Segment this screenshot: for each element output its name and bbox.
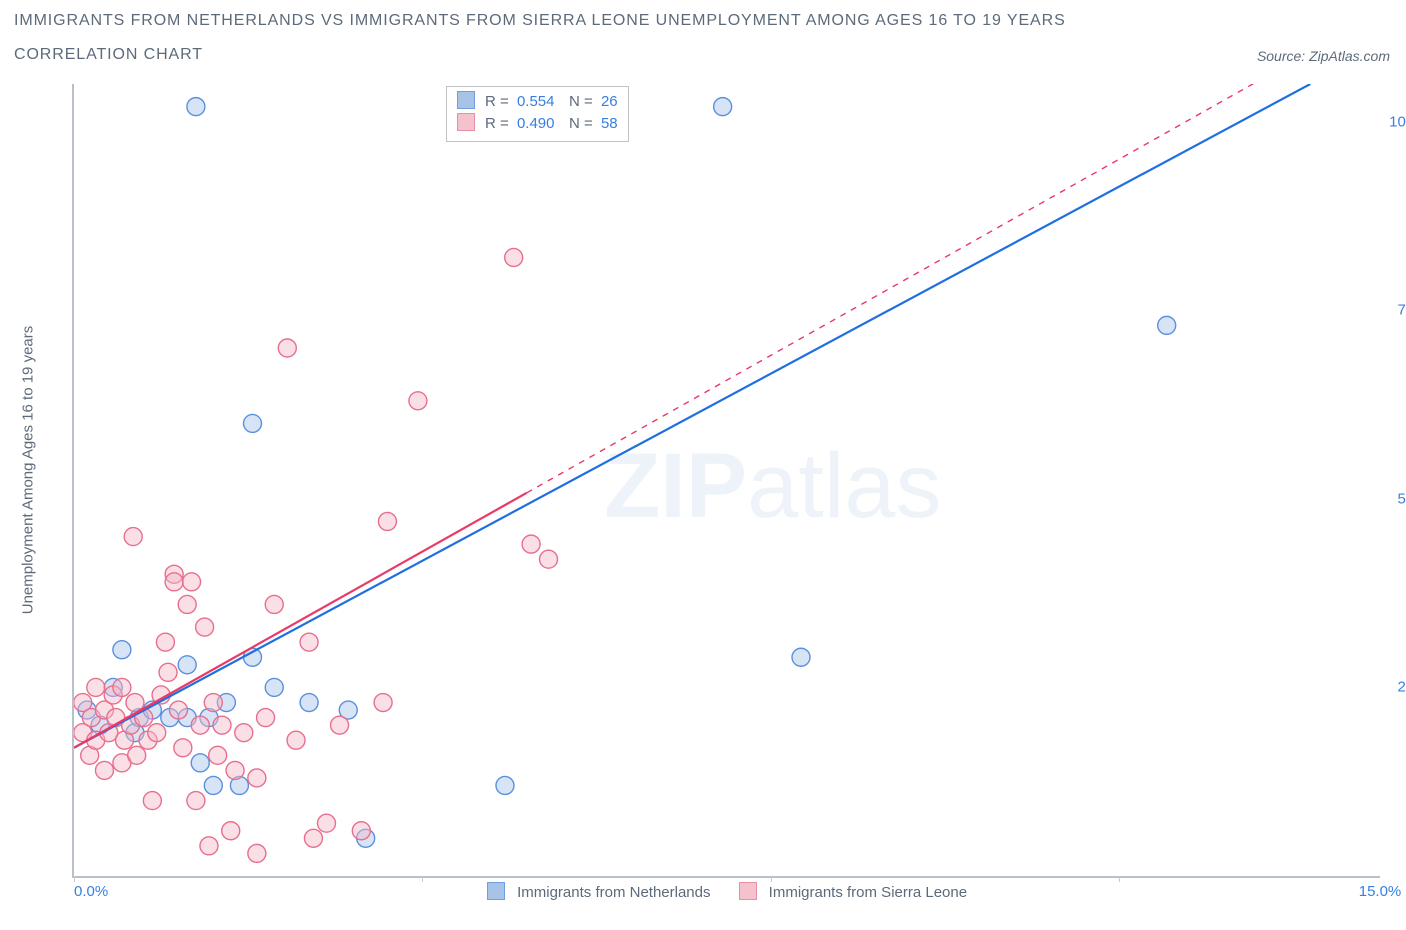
stats-legend: R = 0.554 N = 26R = 0.490 N = 58 xyxy=(446,86,629,142)
point-sierra xyxy=(191,716,209,734)
point-netherlands xyxy=(178,656,196,674)
point-sierra xyxy=(257,709,275,727)
point-netherlands xyxy=(204,776,222,794)
legend-n-value: 26 xyxy=(601,93,618,110)
y-tick-label: 75.0% xyxy=(1397,302,1406,319)
point-sierra xyxy=(374,694,392,712)
point-sierra xyxy=(156,633,174,651)
chart-title-line2: CORRELATION CHART xyxy=(14,46,203,64)
legend-swatch-blue xyxy=(457,91,475,109)
stats-legend-row: R = 0.490 N = 58 xyxy=(457,113,618,135)
point-sierra xyxy=(409,392,427,410)
point-sierra xyxy=(209,746,227,764)
point-sierra xyxy=(248,844,266,862)
point-sierra xyxy=(183,573,201,591)
y-tick-label: 100.0% xyxy=(1389,113,1406,130)
trend-netherlands xyxy=(74,84,1310,748)
point-sierra xyxy=(148,724,166,742)
y-axis-label: Unemployment Among Ages 16 to 19 years xyxy=(20,326,37,615)
point-sierra xyxy=(196,618,214,636)
x-tick-label: 0.0% xyxy=(74,883,108,900)
y-tick-label: 25.0% xyxy=(1397,679,1406,696)
point-sierra xyxy=(540,550,558,568)
point-netherlands xyxy=(191,754,209,772)
y-tick-label: 50.0% xyxy=(1397,490,1406,507)
stats-legend-row: R = 0.554 N = 26 xyxy=(457,91,618,113)
legend-swatch-pink xyxy=(739,882,757,900)
point-netherlands xyxy=(113,641,131,659)
point-sierra xyxy=(248,769,266,787)
point-netherlands xyxy=(792,648,810,666)
point-sierra xyxy=(235,724,253,742)
point-sierra xyxy=(95,761,113,779)
point-netherlands xyxy=(265,678,283,696)
series-legend-item: Immigrants from Netherlands xyxy=(487,882,711,901)
legend-r-value: 0.490 xyxy=(517,115,555,132)
point-sierra xyxy=(143,792,161,810)
x-tick-mark xyxy=(422,876,423,882)
legend-label: N = xyxy=(569,115,593,132)
series-legend-label: Immigrants from Netherlands xyxy=(517,884,710,901)
point-netherlands xyxy=(1158,316,1176,334)
point-netherlands xyxy=(243,414,261,432)
point-sierra xyxy=(113,678,131,696)
point-sierra xyxy=(124,528,142,546)
point-sierra xyxy=(304,829,322,847)
plot-svg xyxy=(74,84,1380,876)
x-tick-label: 15.0% xyxy=(1359,883,1402,900)
legend-label: N = xyxy=(569,93,593,110)
series-legend: Immigrants from Netherlands Immigrants f… xyxy=(74,882,1380,901)
point-sierra xyxy=(204,694,222,712)
point-sierra xyxy=(169,701,187,719)
point-sierra xyxy=(378,512,396,530)
point-netherlands xyxy=(187,98,205,116)
plot-area: ZIPatlas R = 0.554 N = 26R = 0.490 N = 5… xyxy=(72,84,1380,878)
x-tick-mark xyxy=(74,876,75,882)
x-tick-mark xyxy=(771,876,772,882)
point-sierra xyxy=(213,716,231,734)
point-sierra xyxy=(165,573,183,591)
point-netherlands xyxy=(496,776,514,794)
point-sierra xyxy=(222,822,240,840)
page-root: { "title_l1":"IMMIGRANTS FROM NETHERLAND… xyxy=(0,0,1406,930)
point-sierra xyxy=(87,678,105,696)
point-sierra xyxy=(265,595,283,613)
point-sierra xyxy=(522,535,540,553)
point-sierra xyxy=(128,746,146,764)
legend-label: R = xyxy=(485,93,509,110)
x-tick-mark xyxy=(1119,876,1120,882)
legend-swatch-blue xyxy=(487,882,505,900)
source-label: Source: ZipAtlas.com xyxy=(1257,48,1390,64)
point-sierra xyxy=(178,595,196,613)
point-sierra xyxy=(159,663,177,681)
series-legend-label: Immigrants from Sierra Leone xyxy=(769,884,967,901)
point-sierra xyxy=(278,339,296,357)
legend-swatch-pink xyxy=(457,113,475,131)
chart-title-line1: IMMIGRANTS FROM NETHERLANDS VS IMMIGRANT… xyxy=(14,12,1066,30)
legend-label: R = xyxy=(485,115,509,132)
point-sierra xyxy=(505,248,523,266)
point-netherlands xyxy=(300,694,318,712)
series-legend-item: Immigrants from Sierra Leone xyxy=(739,882,968,901)
point-sierra xyxy=(300,633,318,651)
trend-sierra xyxy=(74,493,527,748)
trend-sierra-dashed xyxy=(527,84,1293,493)
point-sierra xyxy=(174,739,192,757)
point-sierra xyxy=(287,731,305,749)
point-sierra xyxy=(187,792,205,810)
point-sierra xyxy=(226,761,244,779)
point-sierra xyxy=(331,716,349,734)
point-netherlands xyxy=(714,98,732,116)
point-sierra xyxy=(317,814,335,832)
legend-n-value: 58 xyxy=(601,115,618,132)
point-sierra xyxy=(352,822,370,840)
legend-r-value: 0.554 xyxy=(517,93,555,110)
point-sierra xyxy=(200,837,218,855)
